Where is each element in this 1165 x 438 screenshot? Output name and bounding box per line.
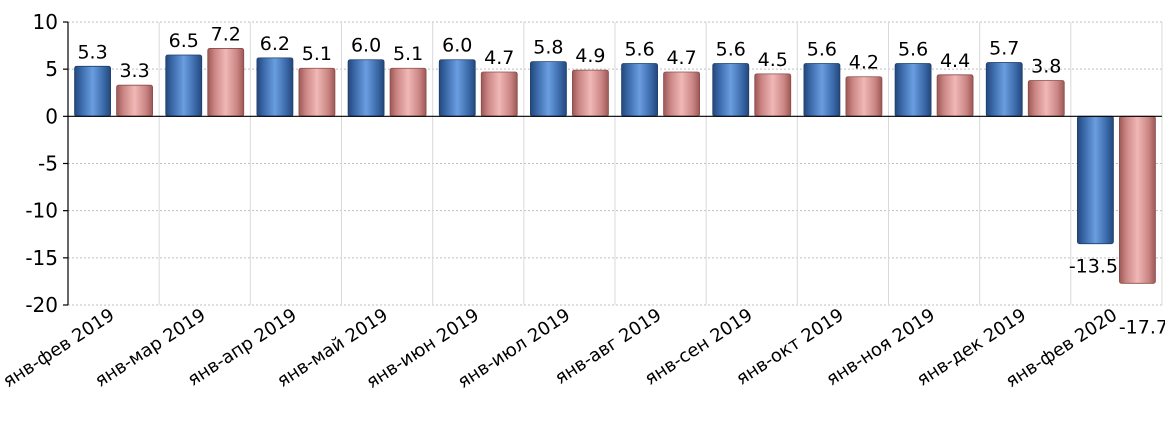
bar [754,73,792,117]
bar [936,74,974,117]
data-label: 5.6 [807,39,837,61]
data-label: 4.9 [575,45,605,67]
y-tick-label: 0 [45,104,58,128]
data-label: 5.1 [302,43,332,65]
bar [894,63,932,117]
data-label: 6.5 [169,30,199,52]
bar [74,65,111,117]
y-tick-label: -15 [25,246,58,270]
data-label: 5.8 [533,37,563,59]
bar [165,54,203,117]
bar [621,63,658,117]
data-label: -17.7 [1119,316,1165,338]
bar [1027,80,1065,117]
bar [845,76,883,117]
bar [438,59,476,117]
bar [389,67,427,117]
data-label: 7.2 [211,23,241,45]
bar [347,59,385,117]
bar [116,84,153,117]
data-label: 4.5 [758,49,788,71]
y-tick-label: -20 [25,293,58,317]
y-tick-label: 10 [33,10,58,34]
data-label: 4.7 [666,47,696,69]
bar [530,61,567,117]
bar [1119,115,1156,284]
data-label: -13.5 [1069,256,1118,278]
bar [298,67,336,117]
data-label: 4.7 [484,47,514,69]
data-label: 6.0 [351,35,381,57]
data-label: 5.6 [624,39,654,61]
bar [572,69,609,117]
data-label: 4.4 [940,50,970,72]
y-tick-label: -10 [25,199,58,223]
y-tick-label: -5 [38,152,58,176]
data-label: 3.3 [119,60,149,82]
data-label: 4.2 [849,52,879,74]
bar [207,48,245,117]
data-label: 3.8 [1031,55,1061,77]
bar [256,57,294,117]
data-label: 5.1 [393,43,423,65]
bar [803,63,841,117]
data-label: 6.2 [260,33,290,55]
bar [712,63,750,117]
data-label: 5.7 [989,38,1019,60]
data-label: 5.3 [77,41,107,63]
data-label: 5.6 [716,39,746,61]
y-tick-label: 5 [45,57,58,81]
data-label: 6.0 [442,35,472,57]
bar [985,62,1023,117]
bar [663,71,700,117]
data-label: 5.6 [898,39,928,61]
bar [1077,115,1114,245]
bar [480,71,518,117]
